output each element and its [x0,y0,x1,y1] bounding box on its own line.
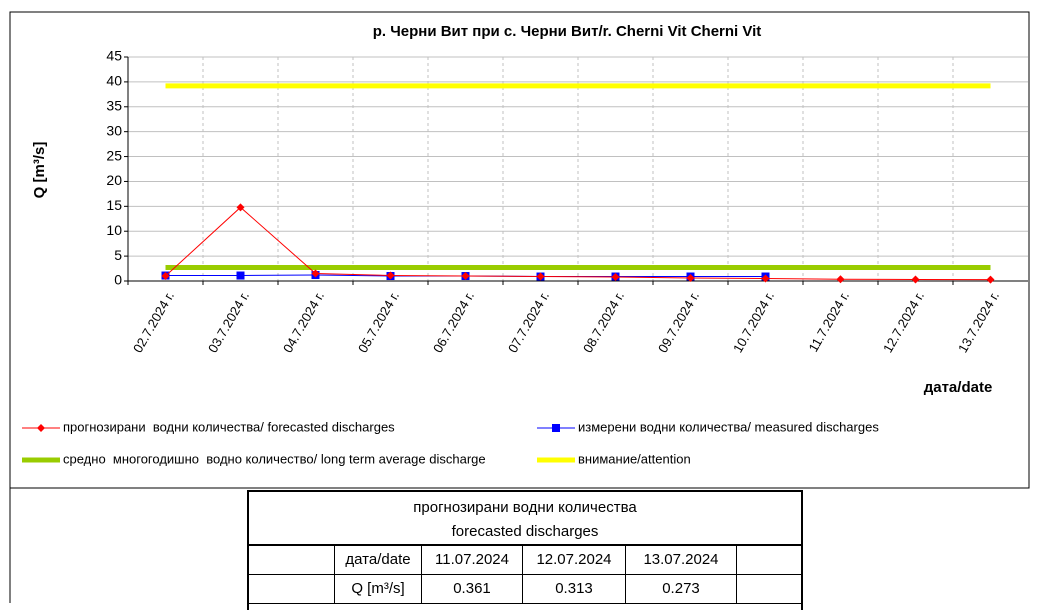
cell [249,575,335,603]
x-tick-label: 11.7.2024 г. [805,289,852,355]
x-tick-label: 03.7.2024 г. [205,289,252,356]
x-tick-label: 05.7.2024 г. [355,289,402,356]
cell [249,546,335,574]
y-tick-label: 15 [106,197,122,213]
legend-marker [552,424,560,432]
legend-label: средно многогодишно водно количество/ lo… [63,451,486,466]
point [986,275,995,284]
legend-label: внимание/attention [578,451,691,466]
table-row: Q [m³/s] 0.361 0.313 0.273 [249,575,801,604]
x-tick-label: 07.7.2024 г. [505,289,552,356]
y-tick-label: 5 [114,247,122,263]
y-tick-label: 10 [106,222,122,238]
legend-marker [37,424,45,432]
legend-label: измерени водни количества/ measured disc… [578,419,879,434]
point [611,273,620,282]
x-tick-label: 12.7.2024 г. [880,289,927,356]
x-axis-label: дата/date [924,379,993,396]
point [911,275,920,284]
cell: 12.07.2024 [523,546,626,574]
y-tick-label: 20 [106,172,122,188]
point [761,274,770,283]
x-tick-label: 08.7.2024 г. [580,289,627,356]
cell: 13.07.2024 [626,546,737,574]
cell: дата/date [335,546,422,574]
x-tick-label: 04.7.2024 г. [280,289,327,356]
y-tick-label: 35 [106,97,122,113]
point [311,269,320,278]
x-tick-label: 09.7.2024 г. [655,289,702,356]
table-row: дата/date 11.07.2024 12.07.2024 13.07.20… [249,546,801,575]
table-title: прогнозирани водни количества forecasted… [249,492,801,546]
cell: 0.313 [523,575,626,603]
cell: 0.273 [626,575,737,603]
cell: Q [m³/s] [335,575,422,603]
point [461,272,470,281]
y-tick-label: 45 [106,48,122,64]
point [236,203,245,212]
table-title-line: forecasted discharges [451,523,599,540]
y-tick-label: 40 [106,73,122,89]
series-line [165,206,991,281]
point [161,272,170,281]
x-tick-label: 13.7.2024 г. [955,289,1002,356]
chart-border [9,11,1030,489]
y-axis-label: Q [m³/s] [31,142,48,199]
y-tick-label: 30 [106,122,122,138]
point [836,275,845,284]
x-tick-label: 10.7.2024 г. [730,289,777,356]
cell: 11.07.2024 [422,546,523,574]
point [536,272,545,281]
forecast-table: прогнозирани водни количества forecasted… [247,490,803,610]
x-tick-label: 02.7.2024 г. [130,289,177,356]
table-title-line: прогнозирани водни количества [413,499,637,516]
y-tick-label: 0 [114,272,122,288]
point [236,271,245,280]
chart-title: р. Черни Вит при с. Черни Вит/r. Cherni … [373,23,762,40]
y-tick-label: 25 [106,147,122,163]
x-tick-label: 06.7.2024 г. [430,289,477,356]
cell: 0.361 [422,575,523,603]
point [686,274,695,283]
legend-label: прогнозирани водни количества/ forecaste… [63,419,395,434]
point [386,271,395,280]
